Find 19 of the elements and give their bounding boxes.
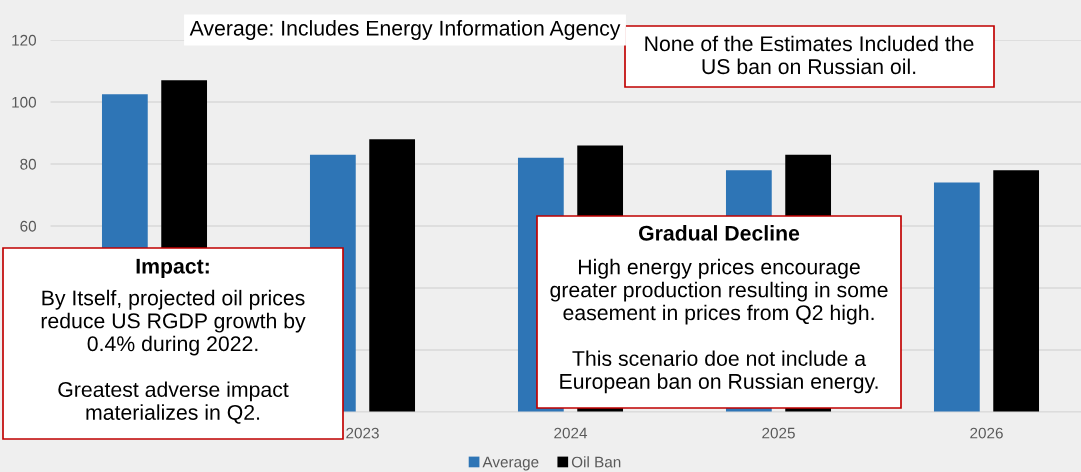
x-tick-label: 2025 (762, 427, 795, 439)
annotation: Impact: (136, 258, 209, 278)
legend-label: Average (482, 456, 539, 471)
legend-label: Oil Ban (571, 456, 621, 468)
text: Average: Includes Energy Information Agency (189, 20, 621, 40)
bar (993, 170, 1040, 412)
bar (369, 139, 416, 412)
annotation: Gradual Decline (638, 225, 800, 241)
x-tick-label: 2024 (554, 427, 588, 439)
text: High energy prices encourage greater production resulting in some easement in prices from Q2 high. This scenario doe not include a European ban on Russian energy. (550, 258, 888, 394)
x-tick-label: 2026 (970, 427, 1003, 439)
bar (933, 182, 980, 412)
annotation: None of the Estimates Included the US ban on Russian oil. (645, 35, 974, 75)
y-tick-label: 80 (20, 158, 37, 170)
text: By Itself, projected oil prices reduce US RGDP growth by 0.4% during 2022. Greatest adverse impact materializes in Q2. (41, 289, 306, 424)
y-tick-label: 60 (20, 220, 37, 232)
x-tick-label: 2023 (346, 427, 379, 439)
y-tick-label: 100 (12, 96, 37, 108)
y-tick-label: 120 (12, 34, 37, 46)
